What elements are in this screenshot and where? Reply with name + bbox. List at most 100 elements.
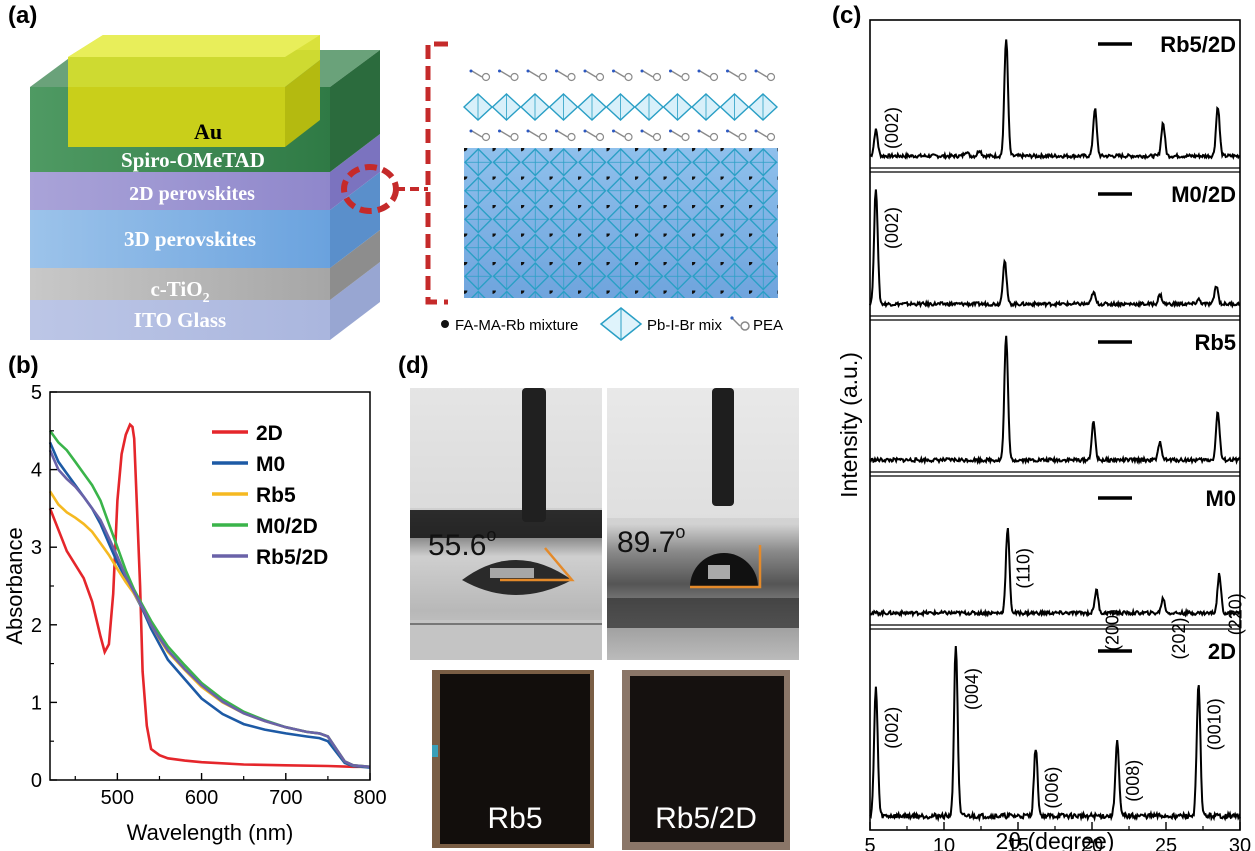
octahedron-icon [599,307,643,341]
layer-au [68,35,320,147]
xrd-trace-m0 [869,527,1241,618]
layer-label-au: Au [194,119,222,144]
pea-molecule [697,129,719,142]
legend-spacer: PEA [753,317,783,334]
x-tick-label: 10 [933,835,955,851]
legend-label: 2D [256,422,283,445]
trace-legend-label: M0/2D [1171,182,1236,207]
legend-label: M0 [256,453,285,476]
mixture-dot-icon [441,320,449,328]
pea-molecule [526,129,548,142]
x-tick-label: 600 [185,787,218,809]
peak-label: (0010) [1205,698,1225,750]
layer-ctio2 [30,230,380,300]
pea-molecule [669,129,690,142]
trace-legend-label: Rb5 [1194,330,1236,355]
y-tick-label: 5 [31,382,42,404]
xrd-trace-2d [869,646,1241,823]
layer-label-spiro: Spiro-OMeTAD [121,148,265,172]
peak-label: (006) [1042,767,1062,809]
angle-value-right: 89.7o [617,522,685,559]
pea-molecule [526,69,548,82]
pea-molecule [612,69,633,82]
pea-molecule [612,129,633,142]
y-tick-label: 1 [31,692,42,714]
device-schematic: Au Spiro-OMeTAD 2D perovskites 3D perovs… [30,35,783,341]
peak-label: (004) [962,668,982,710]
peak-label: (110) [1014,548,1034,589]
x-tick-label: 25 [1155,835,1177,851]
film-photo-rb5: Rb5 [432,670,594,848]
y-tick-label: 2 [31,615,42,637]
needle-left [522,388,546,522]
legend-label: Rb5 [256,484,296,507]
absorbance-chart: 0 1 2 3 4 5 500 600 700 800 Wavelength (nm) Absorba… [2,382,387,845]
y-axis-label: Absorbance [2,527,27,644]
pea-molecule [697,69,719,82]
needle-right [712,388,734,506]
xrd-trace-m0-2d [869,189,1241,309]
schematic-legend: FA-MA-Rb mixture Pb-I-Br mix PEA [441,307,783,341]
legend-mixture: FA-MA-Rb mixture [455,317,578,334]
x-axis-label: Wavelength (nm) [127,820,294,845]
peak-label: (200) [1102,609,1122,651]
panel-label-c: (c) [832,2,862,29]
legend-label: M0/2D [256,515,318,538]
panel-label-b: (b) [8,352,39,379]
pea-molecule [583,69,605,82]
trace-legend-label: 2D [1208,639,1236,664]
series-line-2d [48,422,370,769]
film-label-rb5: Rb5 [487,802,542,835]
zoom-indicator [341,41,448,305]
peak-label: (008) [1123,760,1143,802]
x-tick-label: 20 [1081,835,1103,851]
peak-label: (002) [882,207,902,249]
y-axis-label: Intensity (a.u.) [836,352,862,498]
y-tick-label: 4 [31,460,42,482]
y-tick-label: 0 [31,770,42,792]
film-photo-rb5-2d: Rb5/2D [622,670,790,850]
pea-molecule [640,129,662,142]
pea-molecule [754,129,776,142]
pea-molecule [555,129,576,142]
pea-molecule [583,129,605,142]
contact-angle-photos: 55.6o 89.7o Rb5 Rb5/2D [410,388,799,850]
legend-label: Rb5/2D [256,546,328,569]
pea-molecule [498,129,519,142]
pea-molecule [726,69,747,82]
layer-label-3d: 3D perovskites [124,227,256,251]
layer-3d-perovskite [30,172,380,268]
trace-legend-label: Rb5/2D [1160,32,1236,57]
peak-label: (002) [882,707,902,749]
legend-octahedra: Pb-I-Br mix [647,317,723,334]
panel-label-a: (a) [8,2,38,29]
angle-line-left [500,547,575,582]
pea-molecule [669,69,690,82]
x-tick-label: 5 [864,835,875,851]
pea-molecule [498,69,519,82]
pea-molecule [754,69,776,82]
x-tick-label: 15 [1007,835,1029,851]
layer-label-2d: 2D perovskites [129,183,255,205]
lattice-3d-block [464,148,778,298]
film-label-rb5-2d: Rb5/2D [655,802,757,835]
xrd-trace-rb5 [869,335,1241,466]
pea-molecule [555,69,576,82]
contact-angle-photo-rb5-2d: 89.7o [607,388,799,660]
angle-value-left: 55.6o [428,525,496,562]
peak-label: (202) [1169,617,1189,659]
x-tick-label: 500 [101,787,134,809]
x-tick-label: 800 [353,787,386,809]
pea-molecule [640,69,662,82]
layer-label-ito: ITO Glass [134,308,226,332]
x-tick-label: 700 [269,787,302,809]
trace-legend-label: M0 [1205,486,1236,511]
lattice-2d-layer [462,69,779,142]
angle-line-right [690,545,762,589]
y-tick-label: 3 [31,537,42,559]
x-tick-label: 30 [1229,835,1251,851]
pea-molecule [469,69,491,82]
peak-label: (002) [882,107,902,149]
layer-label-tio2: c-TiO2 [150,277,209,306]
